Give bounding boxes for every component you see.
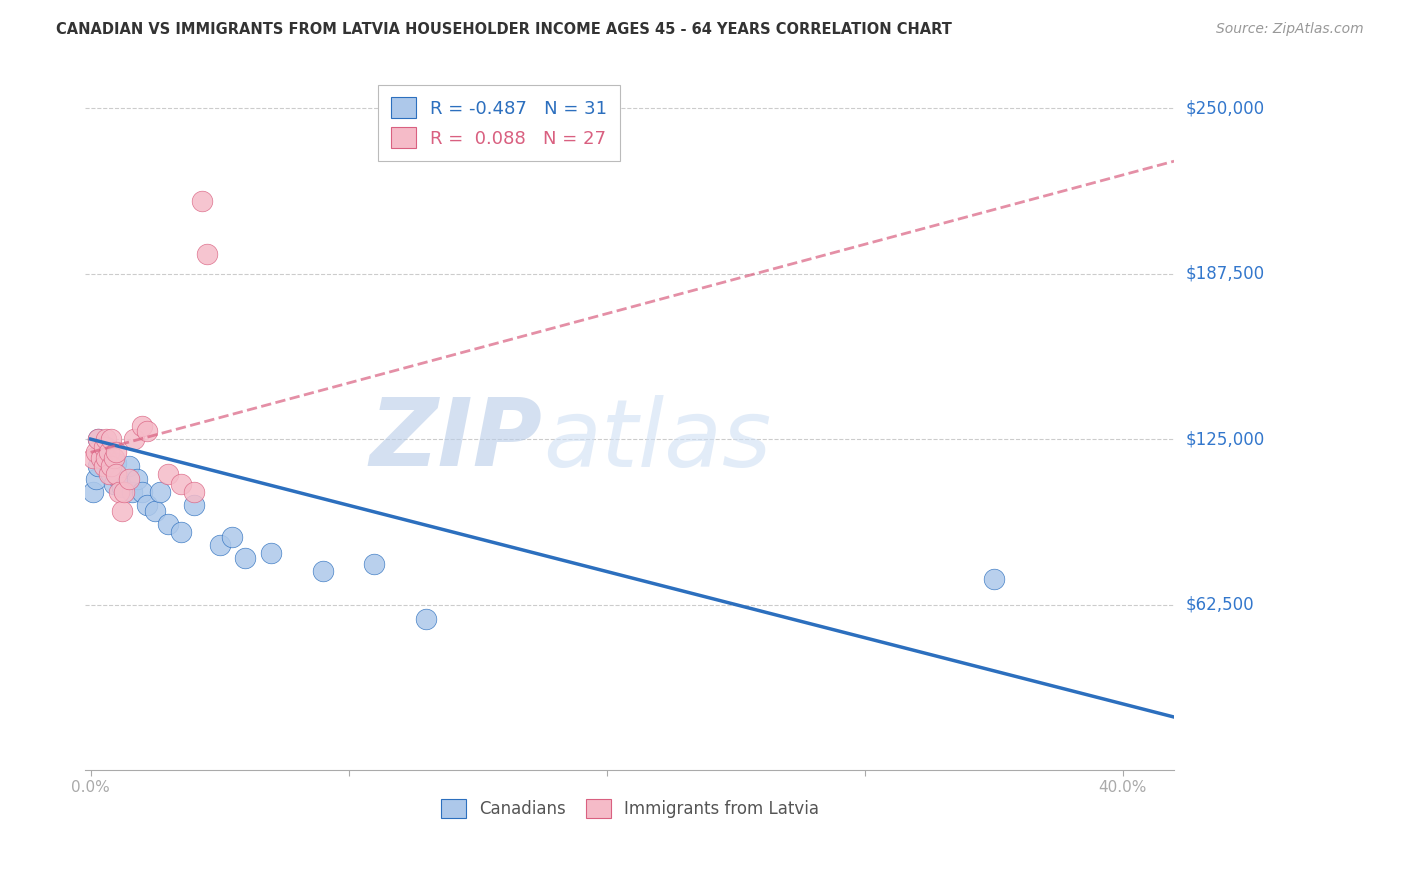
Point xyxy=(84,445,107,459)
Point xyxy=(97,467,120,481)
Point xyxy=(170,524,193,539)
Point xyxy=(260,546,283,560)
Point xyxy=(131,485,153,500)
Point xyxy=(312,565,335,579)
Point xyxy=(136,498,159,512)
Point xyxy=(983,573,1005,587)
Text: $125,000: $125,000 xyxy=(1185,430,1264,448)
Point xyxy=(125,472,148,486)
Point xyxy=(94,450,117,465)
Point xyxy=(183,498,205,512)
Text: CANADIAN VS IMMIGRANTS FROM LATVIA HOUSEHOLDER INCOME AGES 45 - 64 YEARS CORRELA: CANADIAN VS IMMIGRANTS FROM LATVIA HOUSE… xyxy=(56,22,952,37)
Point xyxy=(100,467,122,481)
Point xyxy=(103,477,125,491)
Point xyxy=(208,538,231,552)
Point xyxy=(82,450,104,465)
Point xyxy=(190,194,212,208)
Point xyxy=(149,485,172,500)
Point xyxy=(108,472,131,486)
Point xyxy=(112,485,135,500)
Point xyxy=(105,445,128,459)
Point xyxy=(105,467,128,481)
Text: $187,500: $187,500 xyxy=(1185,265,1264,283)
Point xyxy=(105,456,128,470)
Point xyxy=(183,485,205,500)
Point xyxy=(94,440,117,454)
Point xyxy=(87,432,110,446)
Text: $250,000: $250,000 xyxy=(1185,99,1264,117)
Point xyxy=(121,485,143,500)
Text: ZIP: ZIP xyxy=(370,394,543,486)
Point xyxy=(143,503,166,517)
Point xyxy=(118,472,141,486)
Point xyxy=(103,450,125,465)
Point xyxy=(170,477,193,491)
Point xyxy=(195,247,218,261)
Legend: Canadians, Immigrants from Latvia: Canadians, Immigrants from Latvia xyxy=(434,793,825,825)
Point xyxy=(90,450,112,465)
Point xyxy=(124,432,146,446)
Text: Source: ZipAtlas.com: Source: ZipAtlas.com xyxy=(1216,22,1364,37)
Point xyxy=(97,458,120,473)
Point xyxy=(235,551,257,566)
Point xyxy=(110,503,132,517)
Point xyxy=(415,612,437,626)
Point xyxy=(93,458,115,473)
Point xyxy=(93,450,115,465)
Point xyxy=(97,445,120,459)
Point xyxy=(110,480,132,494)
Point xyxy=(108,485,131,500)
Point xyxy=(94,432,117,446)
Point xyxy=(156,516,179,531)
Point xyxy=(100,458,122,473)
Point xyxy=(363,557,385,571)
Point xyxy=(136,424,159,438)
Point xyxy=(87,432,110,446)
Point xyxy=(131,418,153,433)
Point xyxy=(221,530,243,544)
Point xyxy=(87,458,110,473)
Point xyxy=(118,458,141,473)
Point xyxy=(156,467,179,481)
Point xyxy=(82,485,104,500)
Point xyxy=(93,440,115,454)
Point xyxy=(90,445,112,459)
Text: atlas: atlas xyxy=(543,395,770,486)
Point xyxy=(84,472,107,486)
Point xyxy=(100,432,122,446)
Text: $62,500: $62,500 xyxy=(1185,596,1254,614)
